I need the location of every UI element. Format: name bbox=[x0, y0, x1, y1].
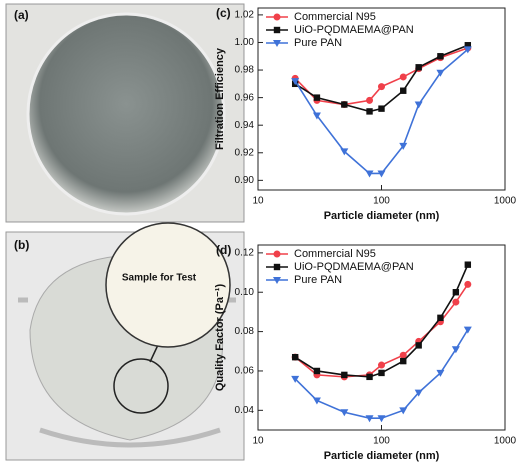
marker bbox=[365, 170, 374, 178]
legend-label: Commercial N95 bbox=[294, 248, 376, 260]
marker bbox=[436, 369, 445, 377]
marker bbox=[340, 148, 349, 156]
sample-circle bbox=[113, 358, 169, 414]
y-tick-label: 0.04 bbox=[235, 405, 255, 416]
y-tick-label: 0.06 bbox=[235, 366, 255, 377]
legend-label: Pure PAN bbox=[294, 37, 342, 49]
x-axis-label: Particle diameter (nm) bbox=[324, 450, 440, 462]
series-line bbox=[294, 283, 469, 378]
marker bbox=[291, 78, 300, 86]
y-tick-label: 0.94 bbox=[235, 120, 255, 131]
marker bbox=[414, 389, 423, 397]
series-line bbox=[294, 264, 469, 378]
marker bbox=[415, 64, 422, 71]
y-tick-label: 0.98 bbox=[235, 65, 255, 76]
y-tick-label: 0.10 bbox=[235, 287, 255, 298]
marker bbox=[313, 367, 321, 375]
x-tick-label: 10 bbox=[252, 196, 264, 207]
legend-marker bbox=[273, 13, 281, 21]
legend-marker bbox=[273, 250, 281, 258]
panel-label: (d) bbox=[216, 243, 231, 257]
marker bbox=[377, 170, 386, 178]
marker bbox=[400, 357, 407, 365]
marker bbox=[291, 375, 300, 383]
legend-marker bbox=[273, 40, 281, 47]
y-tick-label: 0.12 bbox=[235, 248, 255, 259]
panel-label: (c) bbox=[216, 6, 231, 20]
marker bbox=[437, 53, 444, 60]
x-tick-label: 100 bbox=[373, 196, 390, 207]
marker bbox=[341, 101, 348, 108]
marker bbox=[399, 73, 407, 81]
y-tick-label: 0.92 bbox=[235, 147, 255, 158]
x-axis-label: Particle diameter (nm) bbox=[324, 210, 440, 222]
zoom-circle bbox=[105, 222, 231, 348]
marker bbox=[452, 298, 460, 306]
y-axis-label: Filtration Efficiency bbox=[214, 47, 226, 150]
marker bbox=[366, 96, 374, 104]
marker bbox=[463, 326, 472, 334]
x-tick-label: 1000 bbox=[494, 196, 517, 207]
marker bbox=[451, 346, 460, 354]
marker bbox=[291, 353, 299, 361]
marker bbox=[365, 415, 374, 423]
marker bbox=[341, 371, 348, 379]
y-tick-label: 0.90 bbox=[235, 175, 255, 186]
marker bbox=[414, 101, 423, 109]
legend-marker bbox=[273, 263, 281, 271]
x-tick-label: 1000 bbox=[494, 436, 517, 447]
marker bbox=[340, 409, 349, 417]
marker bbox=[437, 314, 444, 322]
x-tick-label: 10 bbox=[252, 436, 264, 447]
marker bbox=[312, 112, 321, 120]
y-tick-label: 0.96 bbox=[235, 92, 255, 103]
series-line bbox=[294, 329, 469, 419]
marker bbox=[415, 342, 422, 349]
sample-disc bbox=[26, 12, 226, 216]
marker bbox=[312, 397, 321, 405]
legend-label: UiO-PQDMAEMA@PAN bbox=[294, 24, 414, 36]
legend-marker bbox=[273, 277, 281, 284]
marker bbox=[400, 87, 407, 94]
y-tick-label: 0.08 bbox=[235, 326, 255, 337]
marker bbox=[366, 108, 373, 115]
panel-label: (a) bbox=[14, 8, 29, 22]
marker bbox=[399, 351, 407, 359]
marker bbox=[464, 261, 472, 268]
marker bbox=[399, 142, 408, 150]
marker bbox=[378, 105, 385, 112]
y-tick-label: 1.00 bbox=[235, 37, 255, 48]
marker bbox=[366, 373, 373, 381]
photo-b: Sample for Test (b) bbox=[5, 222, 245, 461]
marker bbox=[378, 361, 385, 369]
legend-label: UiO-PQDMAEMA@PAN bbox=[294, 261, 414, 273]
annotation: Sample for Test bbox=[122, 273, 197, 284]
marker bbox=[452, 289, 460, 296]
marker bbox=[399, 407, 408, 415]
y-axis-label: Quality Factor (Pa⁻¹) bbox=[214, 284, 226, 392]
marker bbox=[378, 83, 385, 91]
marker bbox=[378, 369, 385, 377]
panel-label: (b) bbox=[14, 238, 29, 252]
marker bbox=[463, 46, 472, 54]
legend-marker bbox=[273, 26, 281, 34]
y-tick-label: 1.02 bbox=[235, 10, 255, 21]
legend-label: Commercial N95 bbox=[294, 11, 376, 23]
marker bbox=[436, 69, 445, 77]
marker bbox=[464, 42, 472, 49]
marker bbox=[464, 280, 472, 288]
legend-label: Pure PAN bbox=[294, 274, 342, 286]
marker bbox=[377, 415, 386, 423]
photo-a: (a) bbox=[5, 3, 245, 223]
x-tick-label: 100 bbox=[373, 436, 390, 447]
marker bbox=[313, 94, 321, 101]
